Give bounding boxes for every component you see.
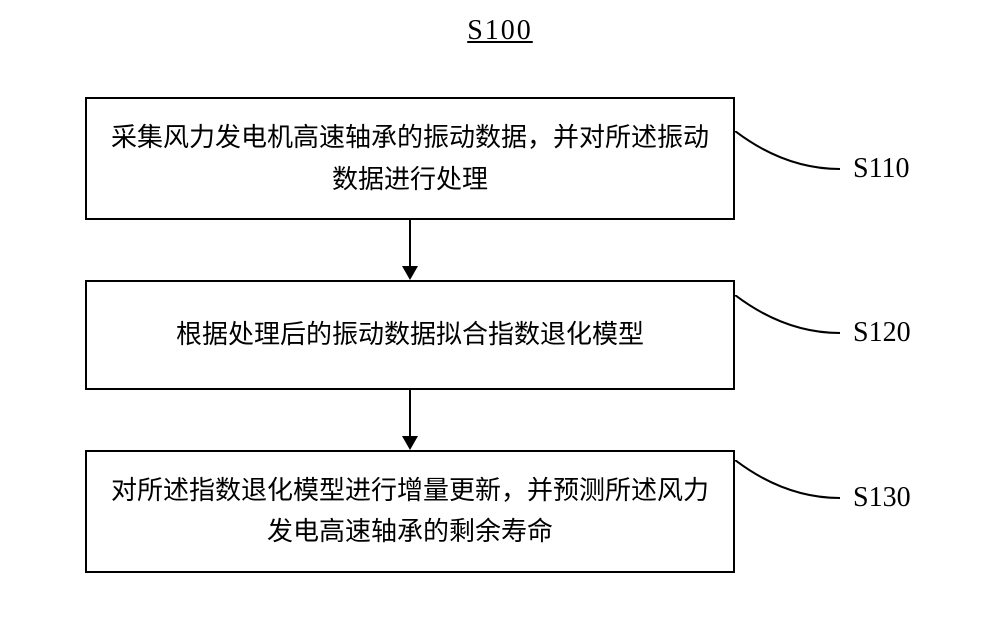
flowchart-container: S100 采集风力发电机高速轴承的振动数据，并对所述振动数据进行处理 S110 … <box>85 15 915 573</box>
step-box-s110: 采集风力发电机高速轴承的振动数据，并对所述振动数据进行处理 <box>85 97 735 220</box>
label-connector-s110 <box>735 131 845 191</box>
label-connector-s130 <box>735 460 845 520</box>
arrow-2 <box>402 436 418 450</box>
connector-2 <box>409 390 411 436</box>
step-box-s120: 根据处理后的振动数据拟合指数退化模型 <box>85 280 735 390</box>
step-text-s120: 根据处理后的振动数据拟合指数退化模型 <box>176 320 644 349</box>
diagram-title: S100 <box>85 15 915 47</box>
step-box-s130: 对所述指数退化模型进行增量更新，并预测所述风力发电高速轴承的剩余寿命 <box>85 450 735 573</box>
step-label-s120: S120 <box>853 317 911 349</box>
step-text-s110: 采集风力发电机高速轴承的振动数据，并对所述振动数据进行处理 <box>111 123 709 194</box>
arrow-1 <box>402 266 418 280</box>
step-text-s130: 对所述指数退化模型进行增量更新，并预测所述风力发电高速轴承的剩余寿命 <box>111 476 709 547</box>
label-connector-s120 <box>735 295 845 355</box>
connector-1 <box>409 220 411 266</box>
step-label-s130: S130 <box>853 482 911 514</box>
step-label-s110: S110 <box>853 153 910 185</box>
